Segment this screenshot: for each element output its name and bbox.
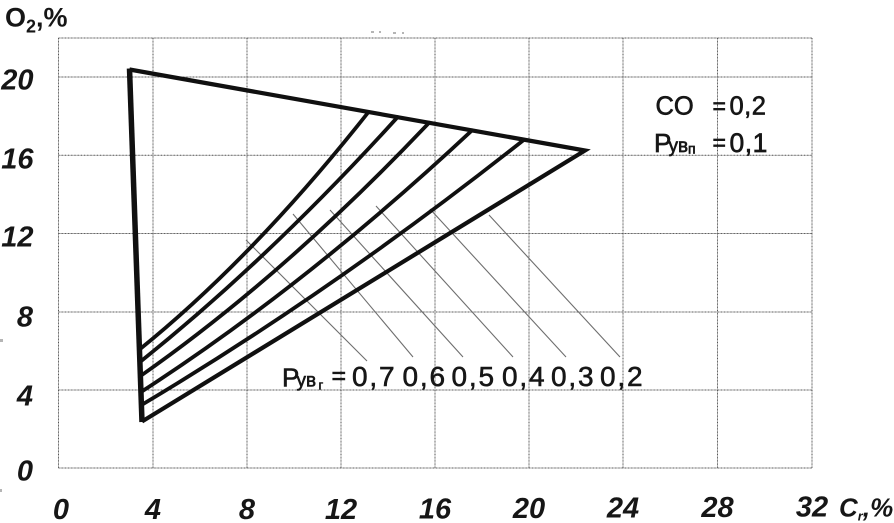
- svg-text:8: 8: [17, 302, 34, 334]
- svg-text:ув: ув: [297, 371, 317, 392]
- svg-text:0: 0: [17, 456, 33, 488]
- svg-text:8: 8: [239, 494, 256, 523]
- svg-text:=: =: [713, 130, 726, 156]
- svg-text:32: 32: [796, 492, 828, 523]
- svg-text:0,2: 0,2: [600, 361, 644, 392]
- svg-text:20: 20: [0, 65, 33, 97]
- svg-text:Р: Р: [282, 363, 299, 393]
- svg-text:0,2: 0,2: [730, 93, 767, 121]
- svg-text:п: п: [688, 141, 696, 157]
- svg-text:ув: ув: [669, 136, 689, 157]
- svg-text:20: 20: [512, 493, 545, 523]
- svg-text:12: 12: [1, 222, 33, 254]
- svg-text:28: 28: [700, 492, 734, 523]
- svg-text:=: =: [332, 362, 347, 390]
- svg-text:0,7: 0,7: [352, 361, 396, 392]
- svg-text:0,1: 0,1: [730, 128, 768, 158]
- svg-text:4: 4: [144, 494, 161, 523]
- svg-text:=: =: [713, 93, 726, 119]
- svg-text:Р: Р: [654, 128, 671, 158]
- svg-text:г: г: [319, 378, 324, 393]
- svg-text:16: 16: [1, 144, 34, 176]
- svg-text:O2,%: O2,%: [5, 3, 68, 37]
- svg-text:Cr,%: Cr,%: [839, 493, 893, 523]
- svg-text:0,4: 0,4: [502, 361, 546, 392]
- svg-text:0,5: 0,5: [452, 361, 496, 392]
- svg-text:24: 24: [606, 493, 639, 523]
- svg-text:0,3: 0,3: [551, 361, 595, 392]
- svg-text:0,6: 0,6: [403, 361, 447, 392]
- svg-text:CO: CO: [656, 93, 694, 121]
- svg-text:12: 12: [325, 494, 357, 523]
- svg-text:16: 16: [419, 494, 452, 523]
- svg-text:4: 4: [16, 381, 33, 413]
- svg-text:0: 0: [53, 494, 69, 523]
